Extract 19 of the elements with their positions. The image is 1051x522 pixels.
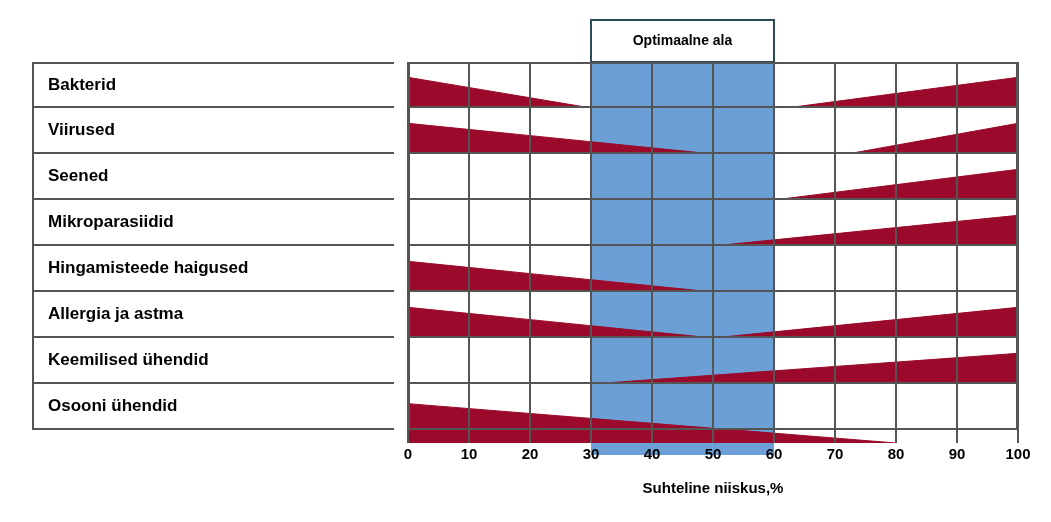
band-label: Optimaalne ala [632, 31, 733, 48]
y-axis-title: Viirused [32, 108, 394, 154]
x-tick-label: 20 [521, 445, 539, 463]
y-axis-title: Allergia ja astma [32, 292, 394, 338]
y-axis-title: Keemilised ühendid [32, 338, 394, 384]
x-tick-label: 90 [948, 445, 966, 463]
x-tick-label: 80 [887, 445, 905, 463]
y-axis-title: Hingamisteede haigused [32, 246, 394, 292]
y-axis-title: Bakterid [32, 62, 394, 108]
x-tick-label: 10 [460, 445, 478, 463]
y-axis-title: Mikroparasiidid [32, 200, 394, 246]
x-tick-label: 30 [582, 445, 600, 463]
x-axis-title: Suhteline niiskus,% [642, 479, 784, 497]
y-axis-title: Osooni ühendid [32, 384, 394, 430]
x-tick-label: 100 [1005, 445, 1031, 463]
x-tick-label: 0 [403, 445, 413, 463]
y-axis-title: Seened [32, 154, 394, 200]
x-tick-label: 60 [765, 445, 783, 463]
x-tick-label: 70 [826, 445, 844, 463]
